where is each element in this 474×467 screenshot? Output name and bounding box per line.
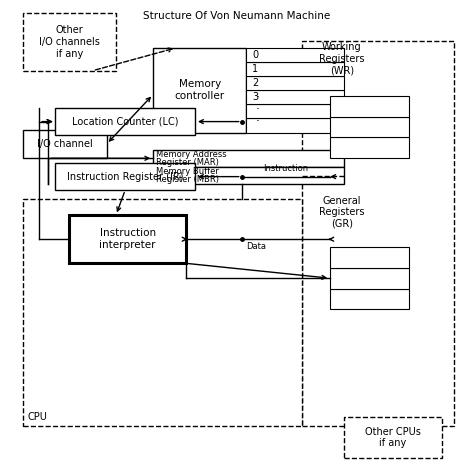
FancyBboxPatch shape (55, 163, 195, 190)
Text: Structure Of Von Neumann Machine: Structure Of Von Neumann Machine (143, 11, 331, 21)
FancyBboxPatch shape (69, 215, 186, 263)
FancyBboxPatch shape (246, 76, 344, 90)
FancyBboxPatch shape (344, 417, 442, 458)
FancyBboxPatch shape (330, 96, 409, 117)
Text: Instruction
interpreter: Instruction interpreter (100, 228, 156, 250)
Text: I/O channel: I/O channel (37, 139, 92, 149)
Text: Location Counter (LC): Location Counter (LC) (72, 117, 179, 127)
Text: Other CPUs
if any: Other CPUs if any (365, 427, 421, 448)
FancyBboxPatch shape (23, 14, 116, 71)
Text: ·
·
·: · · · (256, 91, 260, 128)
Text: Memory Buffer: Memory Buffer (155, 167, 219, 177)
Text: Data: Data (246, 241, 266, 250)
FancyBboxPatch shape (55, 108, 195, 135)
FancyBboxPatch shape (153, 149, 344, 167)
FancyBboxPatch shape (246, 104, 344, 119)
Text: Register (MAR): Register (MAR) (155, 158, 219, 167)
Text: Instruction: Instruction (264, 164, 309, 173)
Text: Instruction Register (IR): Instruction Register (IR) (67, 172, 183, 182)
Text: 0: 0 (252, 50, 258, 60)
FancyBboxPatch shape (330, 247, 409, 268)
FancyBboxPatch shape (153, 48, 246, 133)
Text: 3: 3 (252, 92, 258, 102)
Text: 2: 2 (252, 78, 258, 88)
Text: Working
Registers
(WR): Working Registers (WR) (319, 42, 365, 75)
FancyBboxPatch shape (23, 199, 302, 426)
FancyBboxPatch shape (246, 48, 344, 62)
Text: Register (MBR): Register (MBR) (155, 175, 219, 184)
FancyBboxPatch shape (330, 117, 409, 137)
FancyBboxPatch shape (246, 62, 344, 76)
Text: General
Registers
(GR): General Registers (GR) (319, 196, 365, 229)
Text: CPU: CPU (27, 411, 47, 422)
Text: 1: 1 (252, 64, 258, 74)
Text: Memory
controller: Memory controller (175, 79, 225, 101)
FancyBboxPatch shape (246, 90, 344, 104)
FancyBboxPatch shape (330, 137, 409, 158)
FancyBboxPatch shape (330, 268, 409, 289)
FancyBboxPatch shape (330, 289, 409, 309)
FancyBboxPatch shape (153, 167, 344, 184)
FancyBboxPatch shape (23, 130, 107, 158)
FancyBboxPatch shape (246, 119, 344, 133)
Text: Other
I/O channels
if any: Other I/O channels if any (39, 25, 100, 58)
Text: Memory Address: Memory Address (155, 150, 226, 159)
